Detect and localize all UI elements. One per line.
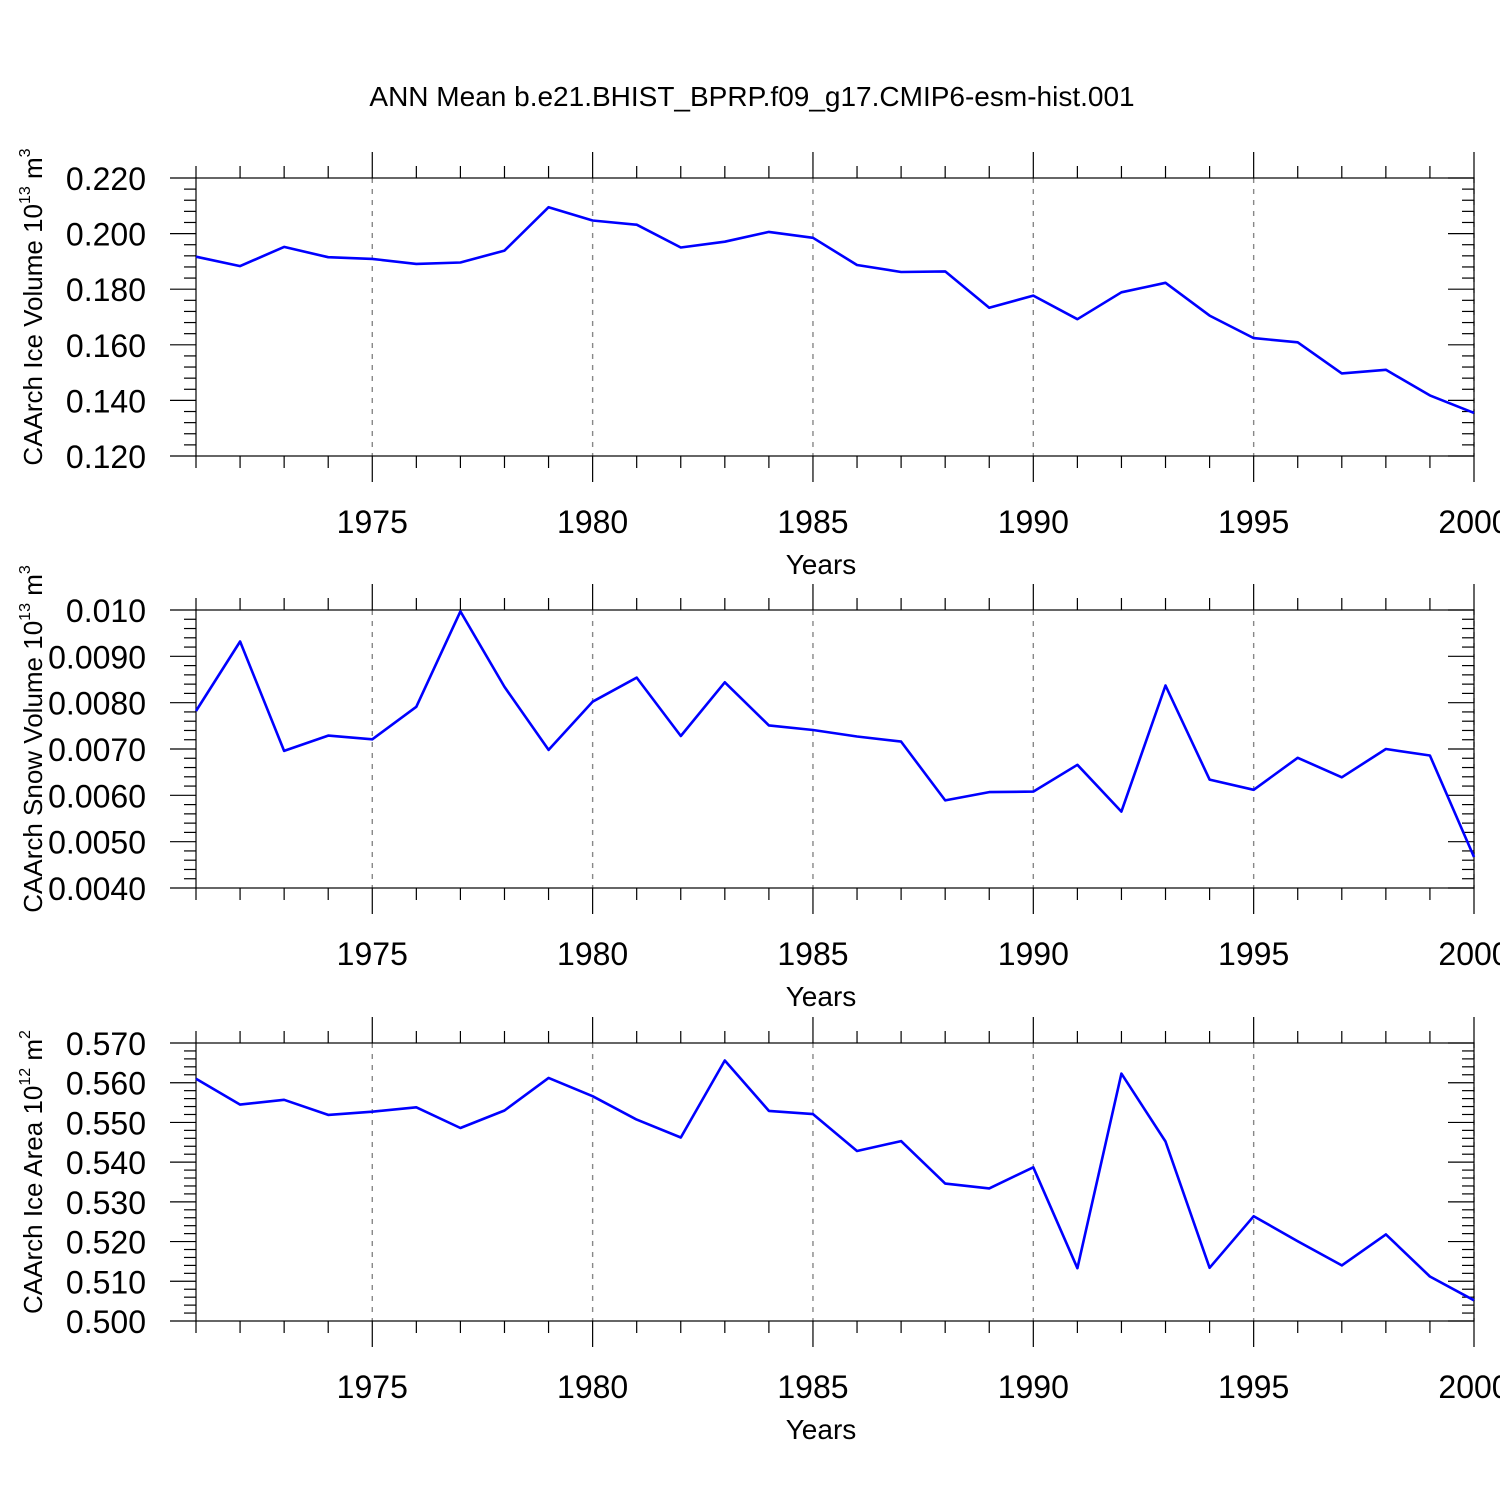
y-tick-label: 0.0070 <box>48 732 146 768</box>
y-tick-label: 0.520 <box>66 1225 146 1261</box>
plot-frame <box>195 609 1475 889</box>
x-axis-label: Years <box>786 549 857 580</box>
y-tick-label: 0.180 <box>66 272 146 308</box>
x-tick-label: 1975 <box>337 936 408 972</box>
y-tick-label: 0.540 <box>66 1145 146 1181</box>
y-tick-label: 0.140 <box>66 383 146 419</box>
x-tick-label: 1995 <box>1218 504 1289 540</box>
x-tick-label: 1990 <box>998 1369 1069 1405</box>
y-tick-label: 0.560 <box>66 1066 146 1102</box>
x-tick-label: 1985 <box>777 504 848 540</box>
plot-frame <box>195 177 1475 457</box>
y-tick-label: 0.550 <box>66 1105 146 1141</box>
plot-frame <box>195 1042 1475 1322</box>
y-tick-label: 0.570 <box>66 1026 146 1062</box>
series-line <box>195 205 1475 415</box>
x-tick-label: 1990 <box>998 936 1069 972</box>
series-line <box>195 1059 1475 1302</box>
y-tick-label: 0.0090 <box>48 639 146 675</box>
y-tick-label: 0.0060 <box>48 778 146 814</box>
y-tick-label: 0.530 <box>66 1185 146 1221</box>
x-tick-label: 1985 <box>777 1369 848 1405</box>
y-tick-label: 0.0040 <box>48 871 146 907</box>
y-tick-label: 0.010 <box>66 593 146 629</box>
y-tick-label: 0.160 <box>66 328 146 364</box>
series-line <box>194 610 1476 858</box>
x-tick-label: 1980 <box>557 504 628 540</box>
x-tick-label: 1985 <box>777 936 848 972</box>
x-tick-label: 1975 <box>337 504 408 540</box>
x-tick-label: 1990 <box>998 504 1069 540</box>
y-tick-label: 0.0050 <box>48 825 146 861</box>
y-axis-label: CAArch Snow Volume 1013 m3 <box>17 565 48 913</box>
x-tick-label: 1975 <box>337 1369 408 1405</box>
x-axis-label: Years <box>786 1414 857 1445</box>
x-tick-label: 1980 <box>557 936 628 972</box>
y-axis-label: CAArch Ice Volume 1013 m3 <box>17 148 48 465</box>
x-tick-label: 1995 <box>1218 1369 1289 1405</box>
y-tick-label: 0.220 <box>66 161 146 197</box>
x-tick-label: 1980 <box>557 1369 628 1405</box>
y-tick-label: 0.200 <box>66 217 146 253</box>
y-tick-label: 0.500 <box>66 1304 146 1340</box>
y-tick-label: 0.510 <box>66 1264 146 1300</box>
x-tick-label: 1995 <box>1218 936 1289 972</box>
y-tick-label: 0.0080 <box>48 686 146 722</box>
chart-title: ANN Mean b.e21.BHIST_BPRP.f09_g17.CMIP6-… <box>369 81 1134 112</box>
x-axis-label: Years <box>786 981 857 1012</box>
y-tick-label: 0.120 <box>66 439 146 475</box>
y-axis-label: CAArch Ice Area 1012 m2 <box>17 1030 48 1314</box>
